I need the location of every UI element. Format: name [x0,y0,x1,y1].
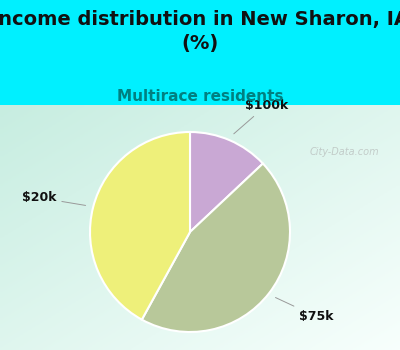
Text: Multirace residents: Multirace residents [117,89,283,104]
Text: Income distribution in New Sharon, IA
(%): Income distribution in New Sharon, IA (%… [0,10,400,53]
Text: $20k: $20k [22,191,86,205]
Text: $100k: $100k [234,99,288,134]
Wedge shape [90,132,190,320]
Text: City-Data.com: City-Data.com [310,147,380,157]
Wedge shape [142,163,290,332]
Wedge shape [190,132,263,232]
Text: $75k: $75k [276,298,334,323]
